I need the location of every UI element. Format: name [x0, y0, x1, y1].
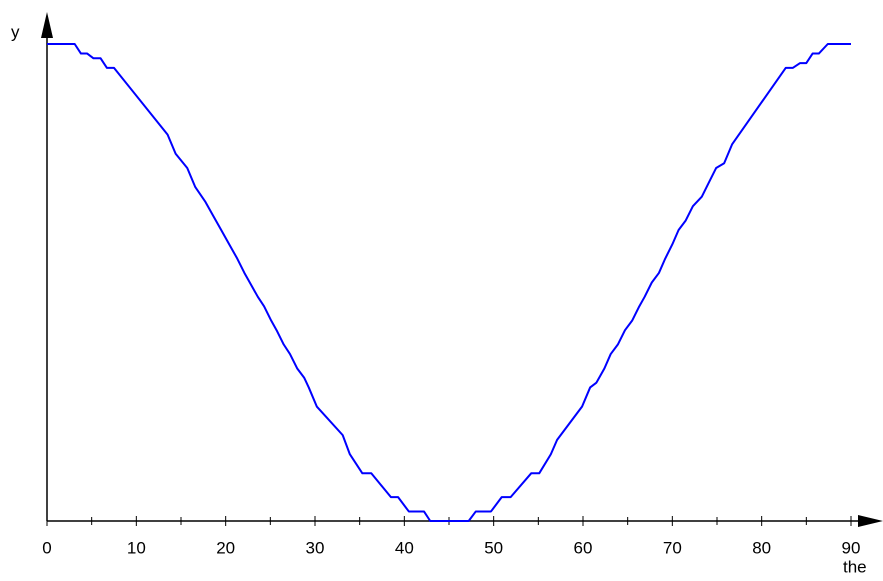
x-tick-label: 80: [752, 538, 771, 557]
x-tick-label: 50: [484, 538, 503, 557]
y-label: y: [11, 22, 20, 41]
x-tick-label: 60: [574, 538, 593, 557]
x-tick-label: 90: [842, 538, 861, 557]
x-arrow: [858, 515, 883, 527]
y-arrow: [41, 12, 53, 38]
x-tick-label: 70: [663, 538, 682, 557]
x-tick-label: 40: [395, 538, 414, 557]
x-label: the: [843, 557, 867, 576]
x-tick-label: 10: [127, 538, 146, 557]
x-tick-label: 30: [306, 538, 325, 557]
line: [47, 43, 851, 522]
x-tick-label: 20: [216, 538, 235, 557]
x-tick-label: 0: [42, 538, 51, 557]
